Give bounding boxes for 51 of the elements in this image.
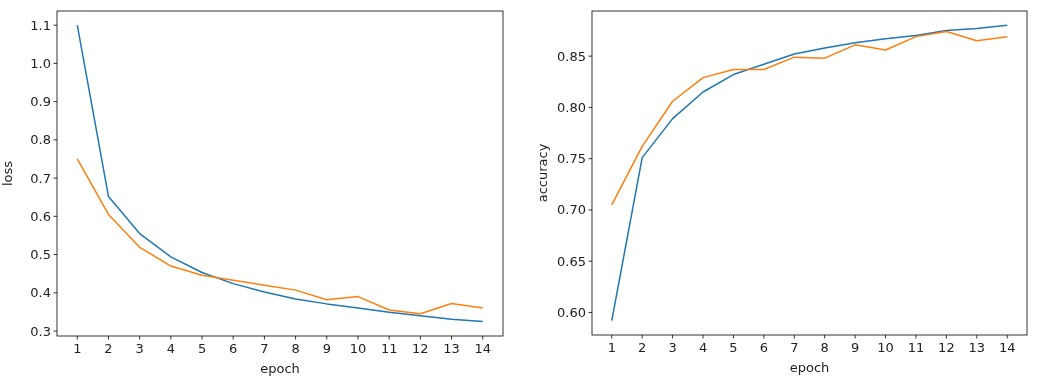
x-tick-label: 14 xyxy=(998,340,1016,355)
y-tick-label: 0.6 xyxy=(30,208,51,224)
line-series xyxy=(611,24,1008,322)
x-tick-label: 13 xyxy=(968,340,986,355)
x-tick-label: 9 xyxy=(322,341,331,356)
x-tick-label: 6 xyxy=(759,340,769,355)
x-axis-title: epoch xyxy=(789,360,830,375)
y-tick-label: 0.80 xyxy=(557,99,586,115)
x-tick-label: 9 xyxy=(850,340,860,355)
y-tick-label: 0.5 xyxy=(30,247,51,263)
x-tick-label: 8 xyxy=(291,341,300,356)
y-tick-label: 0.75 xyxy=(557,151,586,167)
x-tick-label: 11 xyxy=(907,340,925,355)
x-tick-label: 10 xyxy=(349,341,367,356)
x-tick-label: 4 xyxy=(698,340,708,355)
x-tick-label: 2 xyxy=(638,340,647,355)
x-tick-label: 1 xyxy=(73,341,82,356)
x-tick-label: 5 xyxy=(197,341,207,356)
y-tick-label: 0.85 xyxy=(557,48,586,64)
y-tick-label: 0.4 xyxy=(30,285,51,301)
x-axis-title: epoch xyxy=(260,361,300,376)
y-axis-title: loss xyxy=(0,160,15,187)
y-tick-label: 0.9 xyxy=(30,94,51,110)
y-axis-title: accuracy xyxy=(535,143,550,203)
x-tick-label: 4 xyxy=(166,341,175,356)
x-tick-label: 12 xyxy=(938,340,955,355)
line-series xyxy=(76,158,484,315)
y-tick-label: 1.0 xyxy=(30,55,51,71)
x-tick-label: 1 xyxy=(607,340,616,355)
y-tick-label: 0.3 xyxy=(30,323,51,339)
x-tick-label: 7 xyxy=(790,340,799,355)
y-tick-label: 0.7 xyxy=(30,170,51,186)
x-tick-label: 3 xyxy=(135,341,144,356)
line-series xyxy=(76,24,484,323)
x-tick-label: 13 xyxy=(443,341,460,356)
x-tick-label: 6 xyxy=(229,341,238,356)
line-series xyxy=(611,30,1008,206)
x-tick-label: 8 xyxy=(820,340,829,355)
x-tick-label: 5 xyxy=(729,340,738,355)
x-tick-label: 3 xyxy=(668,340,677,355)
x-tick-label: 12 xyxy=(412,341,429,356)
y-tick-label: 0.8 xyxy=(30,132,51,148)
x-tick-label: 11 xyxy=(380,341,398,356)
y-tick-label: 0.70 xyxy=(557,202,586,218)
x-tick-label: 14 xyxy=(474,341,491,356)
x-tick-label: 7 xyxy=(260,341,269,356)
x-tick-label: 2 xyxy=(104,341,113,356)
y-tick-label: 0.60 xyxy=(557,304,586,320)
y-tick-label: 0.65 xyxy=(557,253,586,269)
y-tick-label: 1.1 xyxy=(30,17,51,33)
x-tick-label: 10 xyxy=(877,340,894,355)
